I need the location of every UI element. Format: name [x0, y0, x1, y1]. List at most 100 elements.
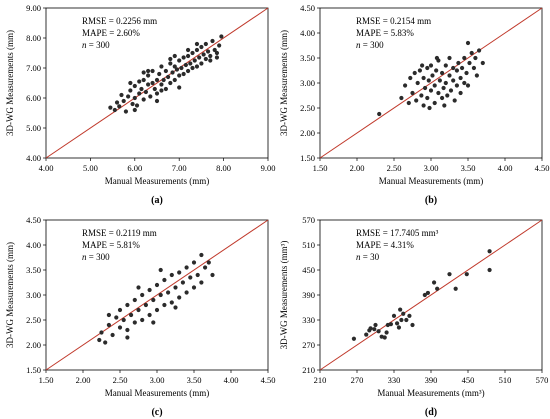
x-tick-label: 270	[351, 375, 364, 385]
data-point	[173, 285, 178, 290]
data-point	[410, 90, 415, 96]
x-tick-label: 4.00	[39, 163, 54, 173]
n-annotation: n = 30	[356, 252, 380, 262]
y-tick-label: 2.50	[26, 315, 41, 325]
rmse-annotation: RMSE = 0.2119 mm	[82, 228, 157, 238]
data-point	[121, 317, 126, 323]
x-tick-label: 2.50	[113, 375, 128, 385]
x-tick-label: 3.50	[461, 163, 476, 173]
x-tick-label: 570	[536, 375, 549, 385]
data-point	[146, 82, 151, 87]
data-point	[151, 320, 156, 325]
data-point	[159, 88, 164, 93]
data-point	[217, 43, 222, 48]
panel-d: 210 270 330 390 450 510 570 210 270 330 390 450 510 5…	[279, 215, 548, 418]
data-point	[206, 260, 211, 265]
data-point	[419, 93, 424, 98]
data-point	[399, 95, 404, 101]
y-tick-label: 3.00	[26, 290, 41, 300]
x-tick-label: 6.00	[127, 163, 142, 173]
data-point	[203, 41, 208, 47]
data-point	[412, 70, 417, 76]
data-point	[141, 97, 146, 102]
data-point	[474, 73, 479, 78]
n-annotation: n = 300	[356, 40, 384, 50]
x-tick-label: 4.50	[535, 163, 550, 173]
data-point	[170, 70, 175, 75]
data-point	[401, 311, 406, 316]
panel-label: (a)	[151, 195, 163, 206]
data-point	[150, 80, 155, 86]
data-point	[117, 325, 123, 330]
x-tick-label: 510	[499, 375, 512, 385]
panel-b: 1.50 2.00 2.50 3.00 3.50 4.00 4.50 1.50 2.00 2.50…	[279, 3, 549, 206]
data-point	[487, 249, 492, 254]
data-point	[422, 85, 428, 91]
x-tick-label: 7.00	[172, 163, 187, 173]
data-point	[208, 58, 213, 63]
data-point	[415, 80, 420, 86]
data-point	[210, 272, 215, 278]
data-point	[462, 80, 467, 86]
data-point	[136, 285, 141, 290]
data-point	[173, 305, 178, 310]
data-point	[162, 302, 167, 308]
data-point	[437, 78, 442, 83]
data-point	[125, 302, 130, 308]
y-axis-label: 3D-WG Measurements (mm)	[5, 242, 15, 348]
data-point	[152, 86, 157, 92]
data-point	[465, 40, 471, 46]
data-point	[141, 77, 146, 83]
data-point	[126, 94, 131, 99]
data-point	[199, 61, 204, 66]
identity-line	[45, 219, 269, 371]
data-point	[177, 58, 182, 63]
data-point	[442, 103, 447, 108]
data-point	[480, 60, 485, 66]
data-point	[467, 60, 472, 66]
data-point	[377, 111, 382, 117]
data-point	[137, 79, 142, 84]
data-point	[168, 80, 173, 86]
x-tick-label: 8.00	[216, 163, 231, 173]
n-annotation: n = 300	[82, 40, 110, 50]
data-point	[125, 327, 130, 333]
y-tick-label: 3.50	[300, 53, 315, 63]
data-point	[388, 322, 394, 327]
data-point	[440, 70, 445, 76]
data-point	[161, 77, 166, 83]
data-point	[368, 326, 373, 331]
x-tick-label: 330	[388, 375, 401, 385]
data-point	[132, 297, 137, 303]
data-point	[172, 64, 177, 69]
data-point	[169, 272, 174, 278]
y-tick-label: 2.00	[26, 340, 41, 350]
y-tick-label: 570	[302, 215, 315, 225]
data-point	[194, 64, 200, 69]
panel-label: (c)	[151, 407, 162, 418]
data-point	[407, 313, 412, 318]
x-axis-label: Manual Measurements (mm)	[105, 388, 209, 398]
data-point	[183, 62, 188, 68]
data-point	[158, 292, 163, 298]
data-point	[435, 286, 440, 291]
data-point	[447, 272, 452, 277]
data-point	[148, 94, 153, 99]
data-point	[106, 322, 111, 328]
data-point	[195, 272, 200, 278]
data-point	[181, 55, 186, 60]
data-point	[473, 55, 478, 61]
y-tick-label: 510	[302, 240, 315, 250]
data-point	[166, 74, 171, 80]
y-tick-label: 1.50	[26, 365, 41, 375]
data-point	[205, 49, 211, 54]
data-point	[399, 317, 404, 323]
x-tick-label: 4.50	[261, 375, 276, 385]
y-tick-label: 390	[302, 290, 315, 300]
data-point	[421, 75, 426, 81]
data-point	[159, 82, 164, 87]
data-point	[172, 77, 177, 83]
data-point	[382, 335, 387, 340]
identity-line	[319, 7, 543, 159]
data-point	[129, 312, 134, 318]
